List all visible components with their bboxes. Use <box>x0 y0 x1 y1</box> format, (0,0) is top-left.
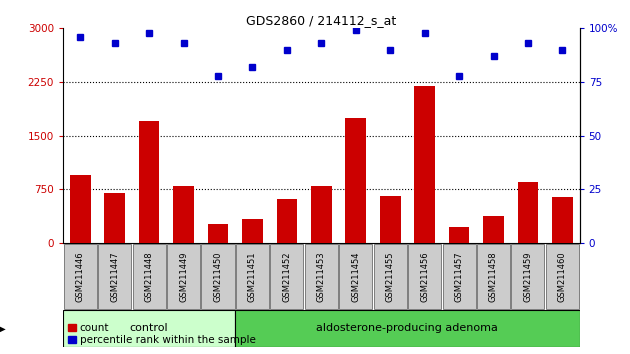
Text: GSM211460: GSM211460 <box>558 251 567 302</box>
FancyBboxPatch shape <box>374 244 407 309</box>
Text: GSM211451: GSM211451 <box>248 251 257 302</box>
Text: disease state ▶: disease state ▶ <box>0 324 6 333</box>
FancyBboxPatch shape <box>202 244 234 309</box>
Text: GSM211454: GSM211454 <box>352 251 360 302</box>
Bar <box>173 186 194 243</box>
Bar <box>380 196 401 243</box>
Text: GSM211448: GSM211448 <box>145 251 154 302</box>
Bar <box>449 227 469 243</box>
Text: aldosterone-producing adenoma: aldosterone-producing adenoma <box>316 324 498 333</box>
Bar <box>345 118 366 243</box>
FancyBboxPatch shape <box>132 244 166 309</box>
FancyBboxPatch shape <box>512 244 544 309</box>
FancyBboxPatch shape <box>98 244 131 309</box>
Bar <box>105 193 125 243</box>
FancyBboxPatch shape <box>442 244 476 309</box>
Text: control: control <box>130 324 168 333</box>
Bar <box>277 199 297 243</box>
FancyBboxPatch shape <box>546 244 579 309</box>
Bar <box>552 197 573 243</box>
Bar <box>415 86 435 243</box>
Text: GSM211453: GSM211453 <box>317 251 326 302</box>
FancyBboxPatch shape <box>167 244 200 309</box>
Bar <box>518 182 538 243</box>
Text: GSM211450: GSM211450 <box>214 251 222 302</box>
Text: GSM211447: GSM211447 <box>110 251 119 302</box>
Text: GSM211449: GSM211449 <box>179 251 188 302</box>
Text: GSM211455: GSM211455 <box>386 251 394 302</box>
FancyBboxPatch shape <box>339 244 372 309</box>
Bar <box>483 216 504 243</box>
FancyBboxPatch shape <box>235 310 580 347</box>
Bar <box>70 175 91 243</box>
Bar <box>311 186 331 243</box>
Legend: count, percentile rank within the sample: count, percentile rank within the sample <box>68 323 256 345</box>
FancyBboxPatch shape <box>477 244 510 309</box>
FancyBboxPatch shape <box>408 244 441 309</box>
Bar <box>208 224 228 243</box>
Title: GDS2860 / 214112_s_at: GDS2860 / 214112_s_at <box>246 14 396 27</box>
Text: GSM211459: GSM211459 <box>524 251 532 302</box>
FancyBboxPatch shape <box>63 310 235 347</box>
Bar <box>242 219 263 243</box>
FancyBboxPatch shape <box>236 244 269 309</box>
Text: GSM211458: GSM211458 <box>489 251 498 302</box>
Text: GSM211456: GSM211456 <box>420 251 429 302</box>
Bar <box>139 121 159 243</box>
FancyBboxPatch shape <box>305 244 338 309</box>
FancyBboxPatch shape <box>270 244 304 309</box>
Text: GSM211452: GSM211452 <box>282 251 291 302</box>
FancyBboxPatch shape <box>64 244 97 309</box>
Text: GSM211457: GSM211457 <box>455 251 464 302</box>
Text: GSM211446: GSM211446 <box>76 251 84 302</box>
